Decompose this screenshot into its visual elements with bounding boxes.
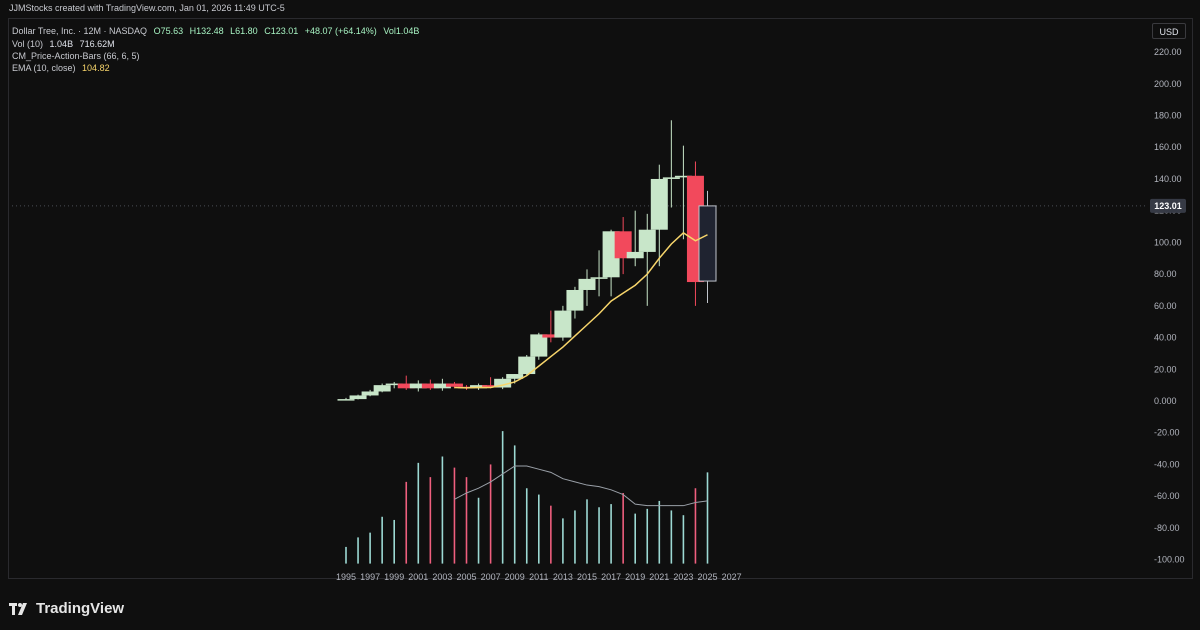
y-axis-tick-label: 180.00 <box>1154 111 1182 121</box>
x-axis-tick-label: 2009 <box>505 572 525 582</box>
x-axis-tick-label: 2025 <box>697 572 717 582</box>
legend-change: +48.07 (+64.14%) <box>304 26 377 36</box>
x-axis-tick-label: 1995 <box>336 572 356 582</box>
y-axis-tick-label: -60.00 <box>1154 491 1180 501</box>
legend-vol[interactable]: Vol (10) 1.04B 716.62M <box>12 39 115 49</box>
candle-body[interactable] <box>698 205 717 282</box>
legend-high: H132.48 <box>189 26 224 36</box>
y-axis-tick-label: 40.00 <box>1154 333 1177 343</box>
x-axis-tick-label: 1999 <box>384 572 404 582</box>
candle-body[interactable] <box>530 334 548 357</box>
candle-body[interactable] <box>590 277 608 279</box>
x-axis-tick-label: 2007 <box>481 572 501 582</box>
legend-ema[interactable]: EMA (10, close) 104.82 <box>12 63 110 73</box>
legend-ema-label: EMA (10, close) <box>12 63 76 73</box>
candle-body[interactable] <box>337 399 355 401</box>
legend-main: Dollar Tree, Inc. · 12M · NASDAQ O75.63 … <box>12 26 419 36</box>
x-axis-tick-label: 2027 <box>722 572 742 582</box>
legend-vol-value: 1.04B <box>49 39 74 49</box>
price-chart[interactable]: 220.00200.00180.00160.00140.00120.00100.… <box>0 0 1200 600</box>
last-price-tag: 123.01 <box>1154 201 1182 211</box>
candle-body[interactable] <box>626 251 644 259</box>
y-axis-tick-label: 140.00 <box>1154 174 1182 184</box>
candle-body[interactable] <box>662 177 680 179</box>
candle-body[interactable] <box>578 278 596 290</box>
candle-body[interactable] <box>554 310 572 338</box>
tradingview-logo-icon <box>9 602 27 615</box>
candle-body[interactable] <box>650 178 668 230</box>
candle-body[interactable] <box>409 383 427 389</box>
currency-button[interactable]: USD <box>1152 23 1186 39</box>
candle-body[interactable] <box>566 289 584 311</box>
x-axis-tick-label: 1997 <box>360 572 380 582</box>
candle-body[interactable] <box>638 229 656 252</box>
legend-cm[interactable]: CM_Price-Action-Bars (66, 6, 5) <box>12 51 140 61</box>
y-axis-tick-label: 160.00 <box>1154 142 1182 152</box>
legend-close: C123.01 <box>264 26 299 36</box>
candle-body[interactable] <box>373 385 391 392</box>
x-axis-tick-label: 2001 <box>408 572 428 582</box>
legend-low: L61.80 <box>230 26 258 36</box>
x-axis-tick-label: 2013 <box>553 572 573 582</box>
candle-body[interactable] <box>361 391 379 396</box>
last-price-tag-bg <box>1150 198 1186 213</box>
y-axis-tick-label: 220.00 <box>1154 47 1182 57</box>
x-axis-tick-label: 2019 <box>625 572 645 582</box>
y-axis-tick-label: -20.00 <box>1154 428 1180 438</box>
candle-body[interactable] <box>385 383 403 386</box>
volume-ma-line <box>454 465 708 507</box>
x-axis-tick-label: 2017 <box>601 572 621 582</box>
candle-body[interactable] <box>433 383 451 389</box>
candle-body[interactable] <box>494 378 512 388</box>
y-axis-tick-label: -80.00 <box>1154 523 1180 533</box>
x-axis-tick-label: 2011 <box>529 572 548 582</box>
chart-attribution: JJMStocks created with TradingView.com, … <box>9 3 285 13</box>
legend-symbol[interactable]: Dollar Tree, Inc. · 12M · NASDAQ <box>12 26 148 36</box>
tradingview-logo[interactable]: TradingView <box>9 600 124 617</box>
chart-frame <box>8 18 1193 579</box>
candle-body[interactable] <box>397 383 415 389</box>
candle-body[interactable] <box>518 356 536 375</box>
candle-body[interactable] <box>674 175 692 178</box>
x-axis-tick-label: 2023 <box>673 572 693 582</box>
y-axis-tick-label: 200.00 <box>1154 79 1182 89</box>
x-axis-tick-label: 2003 <box>432 572 452 582</box>
legend-volume: Vol1.04B <box>383 26 420 36</box>
x-axis-tick-label: 2005 <box>456 572 476 582</box>
legend-ema-value: 104.82 <box>82 63 110 73</box>
ema-line <box>454 231 708 389</box>
candle-body[interactable] <box>421 383 439 389</box>
legend-open: O75.63 <box>153 26 184 36</box>
y-axis-tick-label: 0.000 <box>1154 396 1177 406</box>
legend-cm-label: CM_Price-Action-Bars (66, 6, 5) <box>12 51 140 61</box>
candle-body[interactable] <box>542 334 560 338</box>
candle-body[interactable] <box>482 385 500 388</box>
y-axis-tick-label: 80.00 <box>1154 269 1177 279</box>
y-axis-tick-label: 100.00 <box>1154 237 1182 247</box>
y-axis-tick-label: -100.00 <box>1154 555 1185 565</box>
y-axis-tick-label: 60.00 <box>1154 301 1177 311</box>
legend-vol-label: Vol (10) <box>12 39 44 49</box>
candle-body[interactable] <box>445 383 463 387</box>
legend-vol-ma: 716.62M <box>79 39 115 49</box>
x-axis-tick-label: 2021 <box>649 572 669 582</box>
x-axis-tick-label: 2015 <box>577 572 597 582</box>
tradingview-logo-text: TradingView <box>36 600 125 617</box>
candle-body[interactable] <box>506 374 524 379</box>
candle-body[interactable] <box>349 395 367 400</box>
y-axis-tick-label: -40.00 <box>1154 459 1180 469</box>
y-axis-tick-label: 20.00 <box>1154 364 1177 374</box>
candle-body[interactable] <box>614 231 632 259</box>
